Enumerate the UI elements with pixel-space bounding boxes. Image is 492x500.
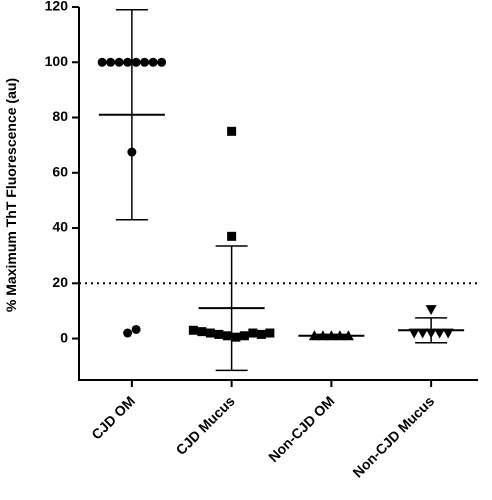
x-tick-label: Non-CJD Mucus bbox=[349, 393, 437, 481]
data-point bbox=[425, 305, 437, 316]
data-point bbox=[148, 57, 158, 67]
data-point bbox=[106, 57, 116, 67]
y-tick-label: 20 bbox=[52, 274, 68, 290]
y-tick-label: 80 bbox=[52, 108, 68, 124]
y-axis-label: % Maximum ThT Fluorescence (au) bbox=[3, 78, 19, 312]
data-point bbox=[131, 57, 141, 67]
data-point bbox=[227, 126, 237, 136]
x-tick-label: CJD Mucus bbox=[173, 393, 238, 458]
data-point bbox=[239, 331, 249, 341]
data-point bbox=[265, 328, 275, 338]
y-tick-label: 120 bbox=[45, 0, 69, 14]
data-point bbox=[114, 57, 124, 67]
data-point bbox=[197, 327, 207, 337]
data-point bbox=[222, 331, 232, 341]
y-tick-label: 100 bbox=[45, 53, 69, 69]
y-tick-label: 0 bbox=[60, 329, 68, 345]
data-point bbox=[205, 328, 215, 338]
data-point bbox=[231, 332, 241, 342]
x-tick-label: CJD OM bbox=[88, 393, 138, 443]
data-point bbox=[131, 324, 141, 334]
data-point bbox=[188, 325, 198, 335]
data-point bbox=[157, 57, 167, 67]
data-point bbox=[227, 231, 237, 241]
data-point bbox=[248, 328, 258, 338]
data-point bbox=[256, 329, 266, 339]
data-point bbox=[123, 57, 133, 67]
y-tick-label: 60 bbox=[52, 163, 68, 179]
data-point bbox=[97, 57, 107, 67]
x-tick-label: Non-CJD OM bbox=[265, 393, 337, 465]
y-tick-label: 40 bbox=[52, 219, 68, 235]
data-point bbox=[214, 329, 224, 339]
data-point bbox=[140, 57, 150, 67]
data-point bbox=[123, 328, 133, 338]
